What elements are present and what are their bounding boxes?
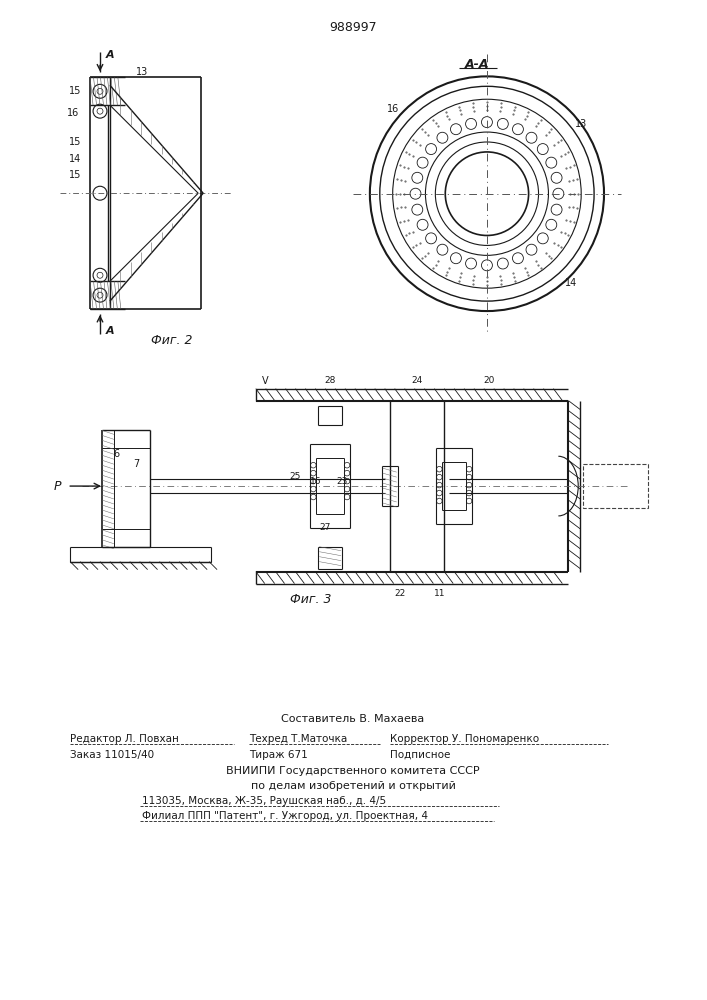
- Text: 23: 23: [337, 477, 348, 486]
- Text: ВНИИПИ Государственного комитета СССР: ВНИИПИ Государственного комитета СССР: [226, 766, 480, 776]
- Text: 16: 16: [310, 477, 321, 486]
- Text: Заказ 11015/40: Заказ 11015/40: [70, 750, 154, 760]
- Text: 25: 25: [290, 472, 301, 481]
- Text: P: P: [54, 480, 61, 493]
- Text: A: A: [105, 326, 115, 336]
- Text: 15: 15: [69, 170, 81, 180]
- Text: 24: 24: [411, 376, 423, 385]
- Text: 15: 15: [69, 137, 81, 147]
- Text: Тираж 671: Тираж 671: [249, 750, 308, 760]
- Text: по делам изобретений и открытий: по делам изобретений и открытий: [250, 781, 455, 791]
- Text: 13: 13: [575, 119, 588, 129]
- Text: Фиг. 3: Фиг. 3: [290, 593, 331, 606]
- Text: 20: 20: [484, 376, 495, 385]
- Text: 11: 11: [433, 589, 445, 598]
- Text: Техред Т.Маточка: Техред Т.Маточка: [249, 734, 347, 744]
- Text: 28: 28: [325, 376, 336, 385]
- Text: 988997: 988997: [329, 21, 377, 34]
- Text: 113035, Москва, Ж-35, Раушская наб., д. 4/5: 113035, Москва, Ж-35, Раушская наб., д. …: [141, 796, 386, 806]
- Text: V: V: [262, 376, 269, 386]
- Text: 16: 16: [67, 108, 79, 118]
- Text: Редактор Л. Повхан: Редактор Л. Повхан: [70, 734, 179, 744]
- Text: Филиал ППП "Патент", г. Ужгород, ул. Проектная, 4: Филиал ППП "Патент", г. Ужгород, ул. Про…: [141, 811, 428, 821]
- Text: A: A: [105, 50, 115, 60]
- Text: 16: 16: [387, 104, 399, 114]
- Text: Подписное: Подписное: [390, 750, 450, 760]
- Text: Корректор У. Пономаренко: Корректор У. Пономаренко: [390, 734, 539, 744]
- Text: 15: 15: [69, 86, 81, 96]
- Text: 14: 14: [565, 278, 578, 288]
- Text: Составитель В. Махаева: Составитель В. Махаева: [281, 714, 425, 724]
- Text: 7: 7: [134, 459, 140, 469]
- Text: 13: 13: [136, 67, 148, 77]
- Text: 14: 14: [69, 154, 81, 164]
- Text: A-A: A-A: [464, 58, 489, 71]
- Bar: [583, 464, 648, 508]
- Text: 6: 6: [114, 449, 120, 459]
- Text: 22: 22: [394, 589, 405, 598]
- Text: Фиг. 2: Фиг. 2: [151, 334, 192, 347]
- Text: 27: 27: [320, 523, 331, 532]
